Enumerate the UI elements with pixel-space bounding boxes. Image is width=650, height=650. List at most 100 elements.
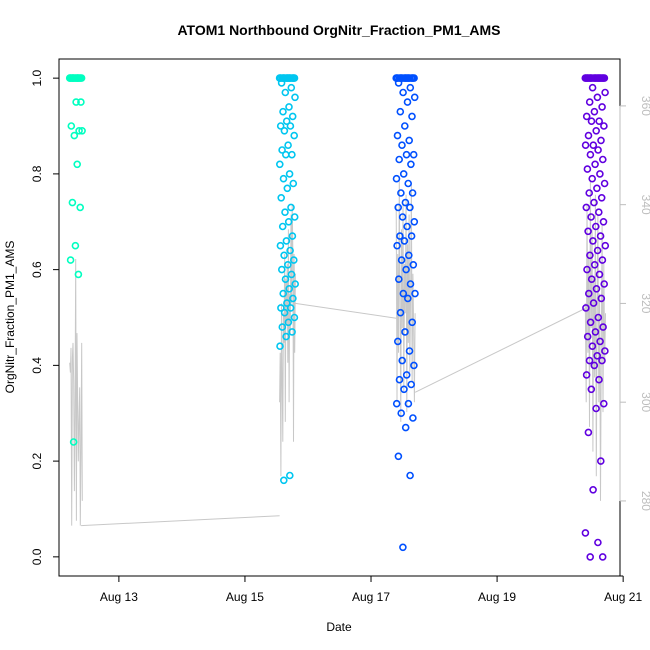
data-point — [277, 194, 286, 202]
data-point — [590, 198, 598, 207]
data-point — [584, 131, 593, 140]
data-point — [72, 98, 80, 106]
data-point — [594, 208, 603, 216]
data-point — [595, 117, 604, 125]
data-point — [409, 150, 418, 159]
data-point — [74, 74, 82, 82]
data-point — [400, 122, 409, 130]
data-point — [583, 265, 591, 274]
data-point — [582, 112, 591, 121]
data-point — [591, 222, 600, 231]
data-point — [277, 265, 286, 274]
data-point — [286, 122, 295, 130]
data-point — [395, 155, 404, 164]
data-point — [392, 399, 401, 408]
data-point — [597, 294, 606, 303]
data-point — [399, 289, 408, 298]
data-point — [404, 179, 413, 188]
data-point — [394, 452, 403, 461]
altitude-connector — [295, 302, 397, 319]
y-tick-label: 0.2 — [30, 452, 44, 469]
data-point — [278, 222, 287, 231]
data-point — [285, 471, 294, 480]
data-point — [279, 289, 288, 298]
data-point — [599, 218, 608, 226]
data-point — [283, 260, 292, 269]
data-point — [398, 141, 406, 149]
data-point — [280, 127, 289, 135]
data-point — [288, 232, 297, 240]
data-point — [593, 93, 602, 102]
data-point — [587, 385, 596, 394]
data-point — [410, 218, 419, 226]
data-point — [596, 232, 605, 240]
data-point — [408, 112, 416, 121]
data-point — [285, 284, 294, 293]
data-point — [392, 174, 401, 183]
data-point — [399, 88, 407, 97]
data-point — [600, 179, 609, 188]
data-point — [601, 347, 609, 355]
data-point — [71, 241, 80, 250]
data-point — [407, 160, 415, 169]
data-point — [279, 107, 287, 116]
data-point — [289, 294, 297, 303]
data-point — [398, 356, 407, 365]
data-point — [587, 275, 596, 284]
data-point — [581, 141, 590, 149]
data-point — [397, 256, 406, 264]
data-point — [592, 284, 601, 293]
data-point — [398, 213, 407, 221]
data-point — [284, 318, 293, 327]
data-point — [590, 260, 599, 269]
data-point — [283, 299, 291, 307]
data-point — [282, 332, 290, 341]
data-point — [591, 328, 600, 336]
data-point — [593, 246, 602, 255]
data-point — [586, 553, 595, 561]
data-point — [592, 404, 600, 413]
data-point — [591, 74, 600, 82]
data-point — [410, 93, 419, 102]
data-point — [594, 538, 602, 547]
data-point — [598, 256, 607, 264]
data-point — [401, 198, 410, 207]
data-point — [585, 189, 594, 197]
data-point — [67, 122, 76, 130]
data-point — [406, 83, 415, 92]
data-point — [276, 342, 284, 351]
x-tick-label: Aug 21 — [604, 590, 642, 604]
y-tick-label: 1.0 — [30, 69, 44, 86]
data-point — [397, 409, 406, 418]
x-tick-label: Aug 13 — [100, 590, 138, 604]
data-point — [404, 399, 413, 408]
data-point — [590, 107, 599, 116]
data-point — [585, 356, 594, 365]
x-tick-label: Aug 17 — [352, 590, 390, 604]
scatter-points — [65, 74, 610, 561]
data-point — [584, 227, 592, 236]
data-point — [591, 160, 599, 169]
altitude-line — [69, 179, 606, 527]
data-point — [285, 170, 294, 178]
y2-tick-label: 300 — [639, 392, 650, 412]
data-point — [394, 79, 403, 87]
data-point — [582, 203, 591, 212]
data-point — [586, 318, 595, 327]
data-point — [276, 241, 285, 250]
y-tick-label: 0.0 — [30, 548, 44, 565]
data-point — [404, 251, 413, 260]
data-point — [411, 289, 419, 298]
data-point — [584, 289, 593, 298]
data-point — [284, 218, 293, 226]
data-point — [275, 160, 284, 169]
data-point — [408, 318, 417, 327]
data-point — [596, 337, 604, 346]
data-point — [276, 122, 285, 130]
data-point — [399, 543, 407, 552]
data-point — [402, 150, 411, 159]
y-tick-label: 0.4 — [30, 357, 44, 374]
data-point — [281, 208, 289, 216]
data-point — [597, 136, 605, 145]
